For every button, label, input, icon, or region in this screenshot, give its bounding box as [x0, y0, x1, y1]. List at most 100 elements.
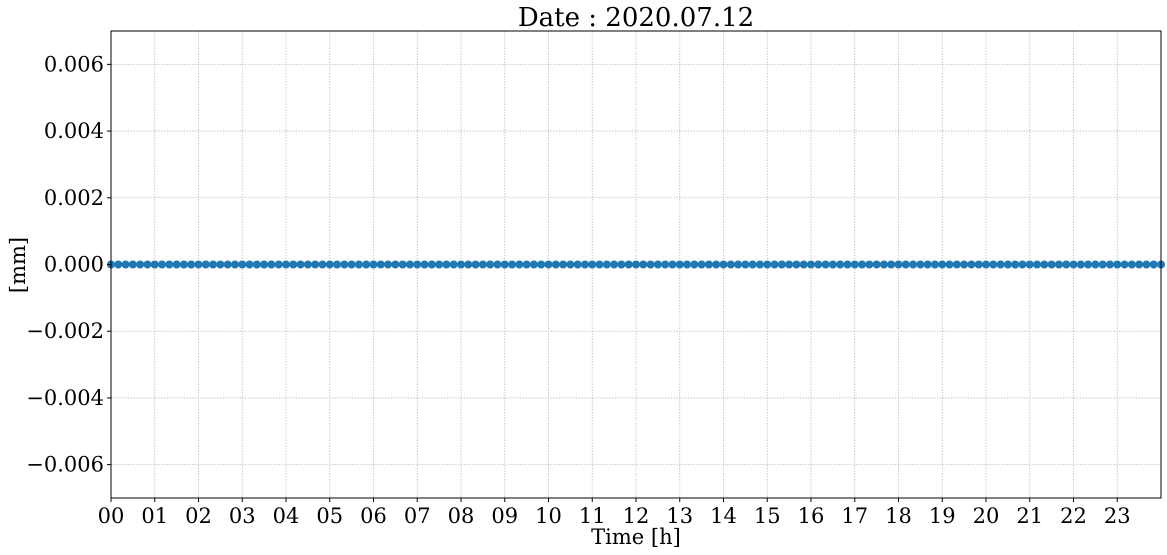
data-point	[1018, 260, 1027, 269]
data-point	[952, 260, 961, 269]
data-point	[602, 260, 611, 269]
data-point	[865, 260, 874, 269]
data-point	[1025, 260, 1034, 269]
y-tick-label: 0.006	[44, 52, 104, 76]
data-point	[1003, 260, 1012, 269]
x-tick-label: 02	[185, 504, 212, 528]
y-tick-label: −0.004	[26, 386, 104, 410]
data-point	[646, 260, 655, 269]
data-point	[960, 260, 969, 269]
y-tick-label: −0.006	[26, 453, 104, 477]
x-tick-label: 21	[1016, 504, 1043, 528]
data-point	[274, 260, 283, 269]
data-point	[1105, 260, 1114, 269]
data-point	[457, 260, 465, 269]
data-point	[128, 260, 137, 269]
data-point	[690, 260, 699, 269]
data-point	[478, 260, 487, 269]
data-point	[879, 260, 888, 269]
x-tick-label: 08	[448, 504, 475, 528]
x-tick-label: 09	[491, 504, 518, 528]
data-point	[216, 260, 225, 269]
data-point	[551, 260, 560, 269]
data-point	[1076, 260, 1085, 269]
data-point	[522, 260, 531, 269]
x-tick-label: 01	[141, 504, 168, 528]
data-point	[996, 260, 1005, 269]
data-point	[807, 260, 815, 269]
data-point	[843, 260, 852, 269]
data-point	[719, 260, 728, 269]
x-tick-label: 03	[229, 504, 256, 528]
data-point	[909, 260, 918, 269]
data-point	[282, 260, 290, 269]
data-point	[376, 260, 385, 269]
data-point	[325, 260, 334, 269]
data-point	[121, 260, 130, 269]
data-point	[114, 260, 123, 269]
data-point	[311, 260, 320, 269]
data-point	[872, 260, 881, 269]
data-point	[1011, 260, 1020, 269]
data-point	[230, 260, 239, 269]
x-tick-label: 10	[535, 504, 562, 528]
data-point	[435, 260, 444, 269]
data-point	[697, 260, 706, 269]
data-point	[777, 260, 786, 269]
data-point	[1120, 260, 1129, 269]
data-point	[982, 260, 990, 269]
data-point	[340, 260, 349, 269]
data-point	[296, 260, 305, 269]
data-point	[238, 260, 247, 269]
data-point	[1098, 260, 1107, 269]
data-point	[362, 260, 371, 269]
data-point	[223, 260, 232, 269]
data-point	[1062, 260, 1071, 269]
data-point	[333, 260, 342, 269]
data-point	[143, 260, 152, 269]
data-point	[748, 260, 757, 269]
x-tick-label: 13	[666, 504, 693, 528]
data-point	[755, 260, 764, 269]
data-point	[792, 260, 801, 269]
data-point	[267, 260, 276, 269]
data-point	[442, 260, 451, 269]
data-point	[624, 260, 633, 269]
data-point	[734, 260, 743, 269]
data-point	[653, 260, 662, 269]
data-point	[938, 260, 947, 269]
data-point	[158, 260, 167, 269]
data-point	[529, 260, 538, 269]
data-point	[260, 260, 269, 269]
data-point	[515, 260, 524, 269]
x-tick-label: 22	[1060, 504, 1087, 528]
data-point	[704, 260, 713, 269]
x-axis-label: Time [h]	[591, 525, 681, 549]
data-point	[493, 260, 502, 269]
data-point	[136, 260, 145, 269]
data-point	[1091, 260, 1100, 269]
data-point	[449, 260, 458, 269]
data-point	[566, 260, 575, 269]
data-point	[741, 260, 750, 269]
points-layer	[107, 260, 1165, 269]
data-point	[1084, 260, 1093, 269]
data-point	[617, 260, 626, 269]
data-point	[1135, 260, 1144, 269]
data-point	[420, 260, 429, 269]
data-point	[588, 260, 597, 269]
data-point	[201, 260, 210, 269]
x-tick-label: 17	[841, 504, 868, 528]
data-point	[245, 260, 254, 269]
data-point	[1069, 260, 1078, 269]
x-tick-label: 12	[623, 504, 650, 528]
y-tick-label: −0.002	[26, 319, 104, 343]
x-tick-label: 11	[579, 504, 606, 528]
data-point	[391, 260, 400, 269]
data-point	[165, 260, 174, 269]
data-point	[1142, 260, 1151, 269]
data-point	[405, 260, 414, 269]
data-point	[172, 260, 181, 269]
x-tick-label: 19	[929, 504, 956, 528]
